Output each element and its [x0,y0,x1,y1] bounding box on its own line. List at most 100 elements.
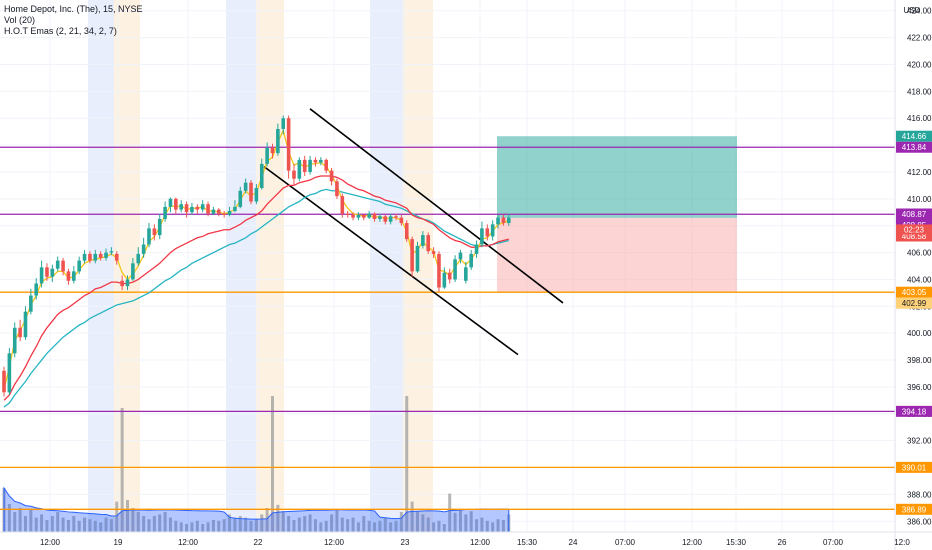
candle-body [270,147,275,154]
level-price-label: 413.84 [902,143,927,152]
candle-body [490,224,495,237]
candle-body [88,253,92,261]
candle [206,201,210,217]
price-label-bg [896,297,932,309]
volume-bar [66,520,70,532]
candle [485,224,490,241]
candle-body [125,279,130,287]
candle-body [174,198,178,210]
candle-body [388,216,393,222]
price-tick-label: 416.00 [907,114,932,123]
candle-body [415,245,420,272]
candle-body [410,239,414,272]
candle-body [211,209,216,214]
candle [286,115,291,179]
price-axis-bg [895,0,932,550]
volume-bar [72,516,76,532]
time-tick-label: 24 [569,538,578,547]
candle-body [12,327,17,354]
candle-body [233,206,237,211]
candle-body [254,188,259,202]
candle-body [421,235,425,246]
candle [302,155,307,176]
candle-body [39,267,44,284]
candle [442,267,447,289]
candle [23,306,28,340]
candle-body [431,251,436,254]
volume-bar [104,517,108,532]
candle [351,212,355,221]
volume-bar [335,509,339,532]
level-price-label: 394.18 [902,407,927,416]
candle [297,157,302,182]
price-label: 408.58 [902,232,927,241]
price-tick-label: 388.00 [907,490,932,499]
candle-body [469,253,473,268]
candle [335,178,339,199]
volume-bar [244,517,248,532]
candle [404,220,409,242]
price-tick-label: 420.00 [907,60,932,69]
volume-bar [303,516,307,532]
volume-bar [324,520,328,532]
volume-bar [93,520,97,532]
volume-bar [179,522,183,532]
candle [469,249,473,271]
candle-body [190,206,194,213]
volume-bar [61,517,65,532]
volume-bar [496,519,500,532]
candle [174,197,178,214]
candle [77,256,81,275]
price-tick-label: 404.00 [907,275,932,284]
volume-bar [195,520,199,532]
candle [93,249,98,264]
volume-bar [88,519,92,532]
volume-bar [421,514,425,532]
candle-body [265,147,269,164]
volume-bar [271,396,274,532]
candle-body [458,252,463,260]
candle-body [356,214,361,218]
candle [506,213,511,226]
candle [104,248,108,261]
volume-bar [233,517,237,532]
volume-bar [99,522,103,532]
candle-body [238,190,243,207]
candle-body [82,253,87,261]
candle-body [292,170,296,179]
session-band [256,0,284,532]
candle-body [131,263,135,280]
candle [421,231,425,249]
candle-body [72,271,76,281]
candle-body [104,252,108,258]
candle-body [18,327,22,338]
volume-bar [83,517,87,532]
candle-body [335,181,339,197]
volume-bar [313,519,317,532]
candle [464,261,468,284]
candle-body [345,213,350,215]
volume-bar [491,522,495,532]
volume-bar [228,514,232,532]
price-tick-label: 424.00 [907,7,932,16]
candle-body [136,253,141,264]
candle [281,115,286,135]
level-price-label-bg [896,503,932,515]
candle [259,158,264,190]
candle [120,275,124,291]
candle-body [222,213,226,215]
candle [367,210,371,219]
candle [458,249,463,264]
volume-bar [238,516,242,532]
candle-body [29,295,33,312]
profit-zone [497,136,737,218]
volume-bar [77,520,81,532]
candle [157,213,162,240]
candle-body [485,228,490,237]
candle [55,256,60,272]
volume-bar [115,501,119,532]
price-tick-label: 412.00 [907,168,932,177]
candle-body [249,182,253,202]
candle [200,200,205,213]
